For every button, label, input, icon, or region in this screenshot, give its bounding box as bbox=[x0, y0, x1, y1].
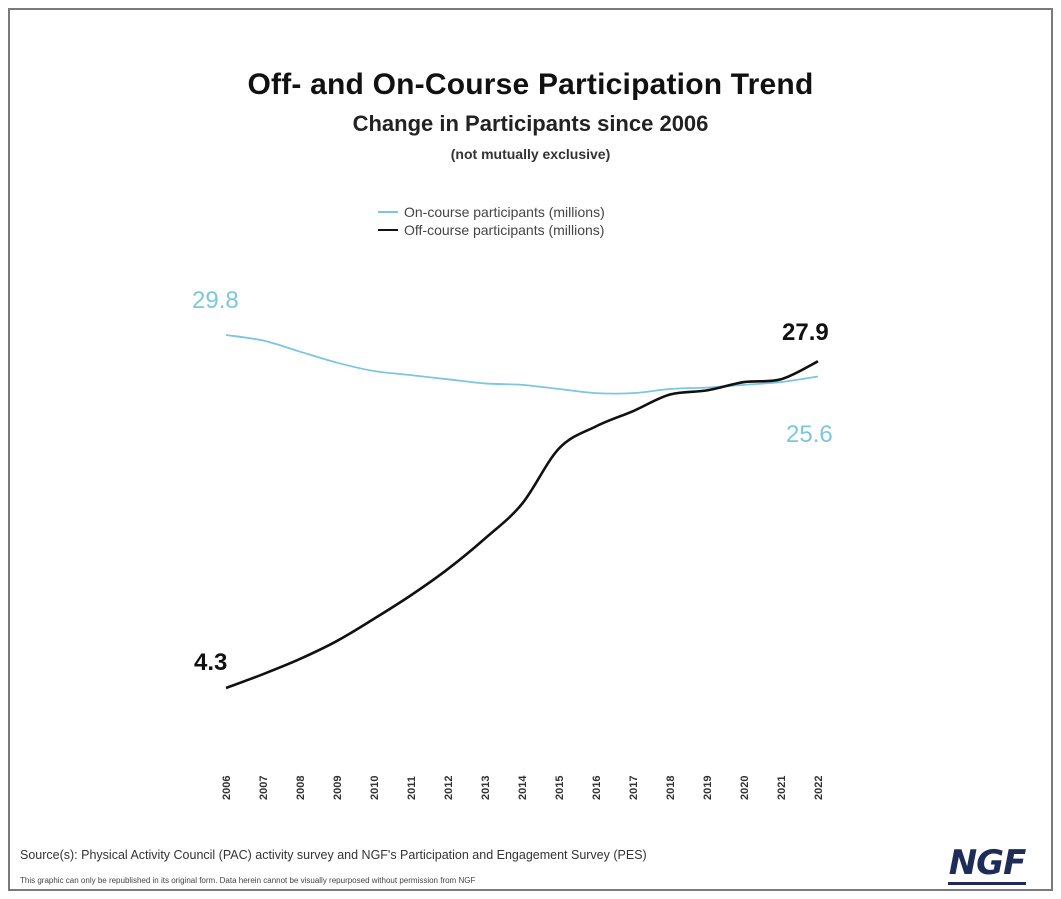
legend-item-on-course: On-course participants (millions) bbox=[378, 203, 605, 221]
x-tick-label: 2021 bbox=[776, 776, 788, 800]
data-label-off-course-start: 4.3 bbox=[194, 649, 227, 676]
footer-source: Source(s): Physical Activity Council (PA… bbox=[20, 848, 647, 862]
x-tick-label: 2012 bbox=[443, 776, 455, 800]
ngf-logo: NGF bbox=[942, 846, 1032, 885]
chart-frame bbox=[8, 8, 1053, 891]
legend-label-off-course: Off-course participants (millions) bbox=[404, 222, 605, 238]
data-label-off-course-end: 27.9 bbox=[782, 319, 829, 346]
chart-subtitle: Change in Participants since 2006 bbox=[352, 111, 709, 136]
x-tick-label: 2018 bbox=[665, 776, 677, 800]
legend-swatch-off-course bbox=[378, 229, 398, 231]
x-tick-label: 2007 bbox=[258, 776, 270, 800]
legend-label-on-course: On-course participants (millions) bbox=[404, 204, 605, 220]
x-tick-label: 2010 bbox=[369, 776, 381, 800]
x-tick-label: 2013 bbox=[480, 776, 492, 800]
x-tick-label: 2020 bbox=[739, 776, 751, 800]
x-tick-label: 2006 bbox=[221, 776, 233, 800]
data-label-on-course-end: 25.6 bbox=[786, 421, 833, 448]
x-tick-label: 2022 bbox=[813, 776, 825, 800]
x-tick-label: 2011 bbox=[406, 776, 418, 800]
x-tick-label: 2019 bbox=[702, 776, 714, 800]
chart-note: (not mutually exclusive) bbox=[450, 146, 611, 162]
ngf-logo-underline bbox=[948, 882, 1026, 885]
x-tick-label: 2008 bbox=[295, 776, 307, 800]
series-line-off-course bbox=[225, 360, 819, 690]
x-tick-label: 2009 bbox=[332, 776, 344, 800]
x-tick-label: 2015 bbox=[554, 776, 566, 800]
chart-title: Off- and On-Course Participation Trend bbox=[247, 68, 814, 101]
ngf-logo-text: NGF bbox=[948, 843, 1027, 883]
x-tick-label: 2016 bbox=[591, 776, 603, 800]
footer-note: This graphic can only be republished in … bbox=[20, 876, 476, 885]
legend-swatch-on-course bbox=[378, 211, 398, 213]
chart-legend: On-course participants (millions) Off-co… bbox=[378, 203, 605, 239]
x-tick-label: 2017 bbox=[628, 776, 640, 800]
data-label-on-course-start: 29.8 bbox=[192, 287, 239, 314]
x-tick-label: 2014 bbox=[517, 775, 529, 800]
legend-item-off-course: Off-course participants (millions) bbox=[378, 221, 605, 239]
